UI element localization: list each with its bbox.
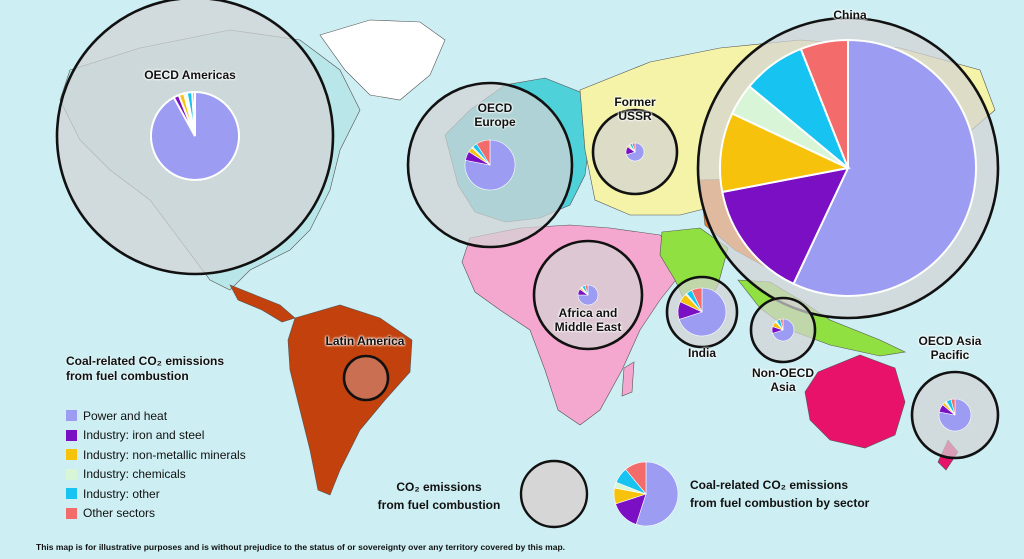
region-label-africa-middle-east: Africa and Middle East (554, 306, 622, 334)
key-label-coal-by-sector: Coal-related CO₂ emissions from fuel com… (690, 478, 870, 510)
bubble-2-pie-slice-0 (464, 139, 516, 191)
key-label-total-emissions: CO₂ emissions from fuel combustion (377, 480, 501, 512)
bubble-0-pie-slice-1 (721, 166, 850, 286)
bubble-7-pie-slice-5 (950, 398, 956, 416)
bubble-1 (55, 0, 335, 276)
key-pie-slice-5 (625, 461, 647, 495)
land-greenland (319, 19, 446, 101)
bubble-2-pie-slice-5 (476, 139, 491, 167)
map-disclaimer: This map is for illustrative purposes an… (36, 542, 566, 552)
bubble-1-pie-slice-5 (191, 90, 196, 137)
bubble-4 (532, 239, 644, 351)
bubble-8 (342, 354, 390, 402)
bubble-3 (591, 108, 679, 196)
legend-title: Coal-related CO₂ emissions from fuel com… (66, 354, 225, 383)
bubble-3-pie-slice-5 (631, 142, 636, 153)
bubble-5-pie-slice-5 (691, 287, 703, 313)
legend-item-power-heat: Power and heat (66, 406, 246, 426)
legend-label: Other sectors (83, 506, 156, 521)
legend-label: Industry: non-metallic minerals (83, 447, 246, 462)
legend-label: Power and heat (83, 408, 168, 423)
legend-swatch (66, 468, 77, 480)
bubble-0-pie-slice-2 (719, 112, 852, 194)
land-madagascar (621, 361, 635, 397)
bubble-0-pie-slice-5 (799, 38, 849, 169)
bubble-6 (749, 296, 817, 364)
key-total-circle (519, 459, 589, 529)
bubble-2 (406, 81, 574, 249)
legend-label: Industry: chemicals (83, 467, 186, 482)
bubble-6-pie-slice-5 (779, 318, 784, 331)
legend-label: Industry: iron and steel (83, 428, 205, 443)
legend-swatch (66, 507, 77, 519)
land-australia (804, 354, 906, 449)
legend-swatch (66, 449, 77, 461)
bubble-8-total-circle (342, 354, 390, 402)
land-south-america (287, 304, 413, 496)
legend-item-non-metallic-minerals: Industry: non-metallic minerals (66, 445, 246, 465)
legend-swatch (66, 429, 77, 441)
legend-item-industry-other: Industry: other (66, 484, 246, 504)
key-graphics (519, 459, 679, 529)
legend-item-chemicals: Industry: chemicals (66, 465, 246, 485)
bubble-7-pie-slice-0 (938, 398, 972, 432)
legend-swatch (66, 410, 77, 422)
legend-swatch (66, 488, 77, 500)
region-label-oecd-europe: OECD Europe (474, 101, 516, 129)
region-label-oecd-americas: OECD Americas (144, 68, 236, 82)
bubble-7 (910, 370, 1000, 460)
region-label-non-oecd-asia: Non-OECD Asia (752, 366, 814, 394)
legend-item-other-sectors: Other sectors (66, 504, 246, 524)
legend-list: Power and heat Industry: iron and steel … (66, 406, 246, 523)
region-label-former-ussr: Former USSR (614, 95, 656, 123)
region-label-oecd-asia-pacific: OECD Asia Pacific (918, 334, 982, 362)
legend-label: Industry: other (83, 486, 160, 501)
bubble-0 (696, 16, 1000, 320)
region-label-india: India (687, 346, 716, 360)
legend-item-iron-steel: Industry: iron and steel (66, 426, 246, 446)
region-label-latin-america: Latin America (325, 334, 405, 348)
region-bubbles (55, 0, 1000, 460)
bubble-4-pie-slice-5 (584, 284, 589, 296)
land-central-america (229, 284, 296, 323)
region-label-china: China (833, 8, 867, 22)
key-pie-slice-0 (635, 461, 679, 527)
bubble-5 (665, 275, 739, 349)
bubble-0-pie-slice-0 (792, 38, 977, 297)
